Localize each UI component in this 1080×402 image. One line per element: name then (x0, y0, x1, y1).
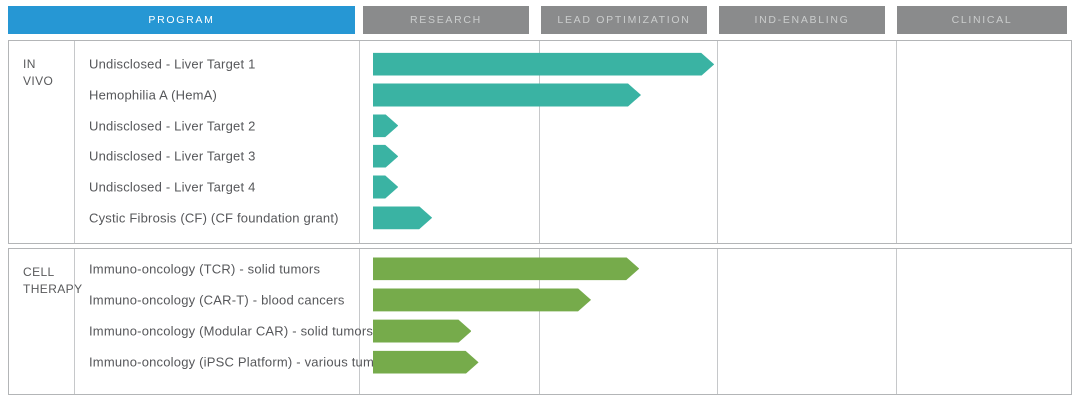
program-row: Hemophilia A (HemA) (9, 80, 1071, 111)
program-rows: Immuno-oncology (TCR) - solid tumors Imm… (9, 249, 1071, 394)
stage-progress-bar (373, 114, 398, 137)
stage-bar-region (359, 80, 1071, 111)
section-cell-therapy: CELL THERAPY Immuno-oncology (TCR) - sol… (8, 248, 1072, 395)
program-label: Undisclosed - Liver Target 2 (89, 118, 256, 134)
stage-bar-region (359, 284, 1071, 315)
program-row: Immuno-oncology (Modular CAR) - solid tu… (9, 316, 1071, 347)
stage-gridline-clinical (896, 249, 897, 394)
stage-bar-region (359, 49, 1071, 80)
stage-bar-region (359, 347, 1071, 378)
program-label: Immuno-oncology (CAR-T) - blood cancers (89, 292, 345, 308)
stage-bar-region (359, 316, 1071, 347)
program-row: Cystic Fibrosis (CF) (CF foundation gran… (9, 202, 1071, 233)
stage-progress-bar (373, 53, 714, 76)
section-in-vivo: IN VIVO Undisclosed - Liver Target 1 Hem… (8, 40, 1072, 244)
column-header-lead-optimization: LEAD OPTIMIZATION (541, 6, 707, 34)
program-label: Immuno-oncology (TCR) - solid tumors (89, 261, 321, 277)
stage-progress-bar (373, 257, 639, 280)
program-label: Cystic Fibrosis (CF) (CF foundation gran… (89, 210, 339, 226)
program-row: Undisclosed - Liver Target 4 (9, 172, 1071, 203)
program-label: Undisclosed - Liver Target 4 (89, 179, 256, 195)
stage-progress-bar (373, 351, 479, 374)
stage-progress-bar (373, 288, 591, 311)
stage-bar-region (359, 202, 1071, 233)
stage-gridline-lead-optimization (539, 41, 540, 243)
program-label: Undisclosed - Liver Target 3 (89, 148, 256, 164)
program-label: Hemophilia A (HemA) (89, 87, 218, 103)
stage-gridline-ind-enabling (717, 41, 718, 243)
column-header-program: PROGRAM (8, 6, 355, 34)
program-label: Immuno-oncology (Modular CAR) - solid tu… (89, 323, 374, 339)
program-row: Undisclosed - Liver Target 2 (9, 110, 1071, 141)
program-row: Undisclosed - Liver Target 1 (9, 49, 1071, 80)
stage-progress-bar (373, 145, 398, 168)
stage-gridline-lead-optimization (539, 249, 540, 394)
program-row: Immuno-oncology (TCR) - solid tumors (9, 253, 1071, 284)
category-label: IN VIVO (23, 57, 54, 88)
stage-progress-bar (373, 176, 398, 199)
program-label: Immuno-oncology (iPSC Platform) - variou… (89, 354, 393, 370)
stage-progress-bar (373, 320, 471, 343)
program-label: Undisclosed - Liver Target 1 (89, 56, 256, 72)
column-header-clinical: CLINICAL (897, 6, 1067, 34)
program-row: Immuno-oncology (iPSC Platform) - variou… (9, 347, 1071, 378)
stage-progress-bar (373, 206, 432, 229)
stage-bar-region (359, 253, 1071, 284)
category-label: CELL THERAPY (23, 265, 83, 296)
stage-bar-region (359, 141, 1071, 172)
stage-bar-region (359, 172, 1071, 203)
program-row: Immuno-oncology (CAR-T) - blood cancers (9, 284, 1071, 315)
program-rows: Undisclosed - Liver Target 1 Hemophilia … (9, 41, 1071, 243)
stage-gridline-ind-enabling (717, 249, 718, 394)
column-header-ind-enabling: IND-ENABLING (719, 6, 885, 34)
column-header-research: RESEARCH (363, 6, 529, 34)
stage-gridline-research (359, 41, 360, 243)
stage-gridline-research (359, 249, 360, 394)
program-row: Undisclosed - Liver Target 3 (9, 141, 1071, 172)
stage-bar-region (359, 110, 1071, 141)
stage-gridline-clinical (896, 41, 897, 243)
category-divider-line (74, 41, 75, 243)
stage-progress-bar (373, 84, 641, 107)
category-divider-line (74, 249, 75, 394)
